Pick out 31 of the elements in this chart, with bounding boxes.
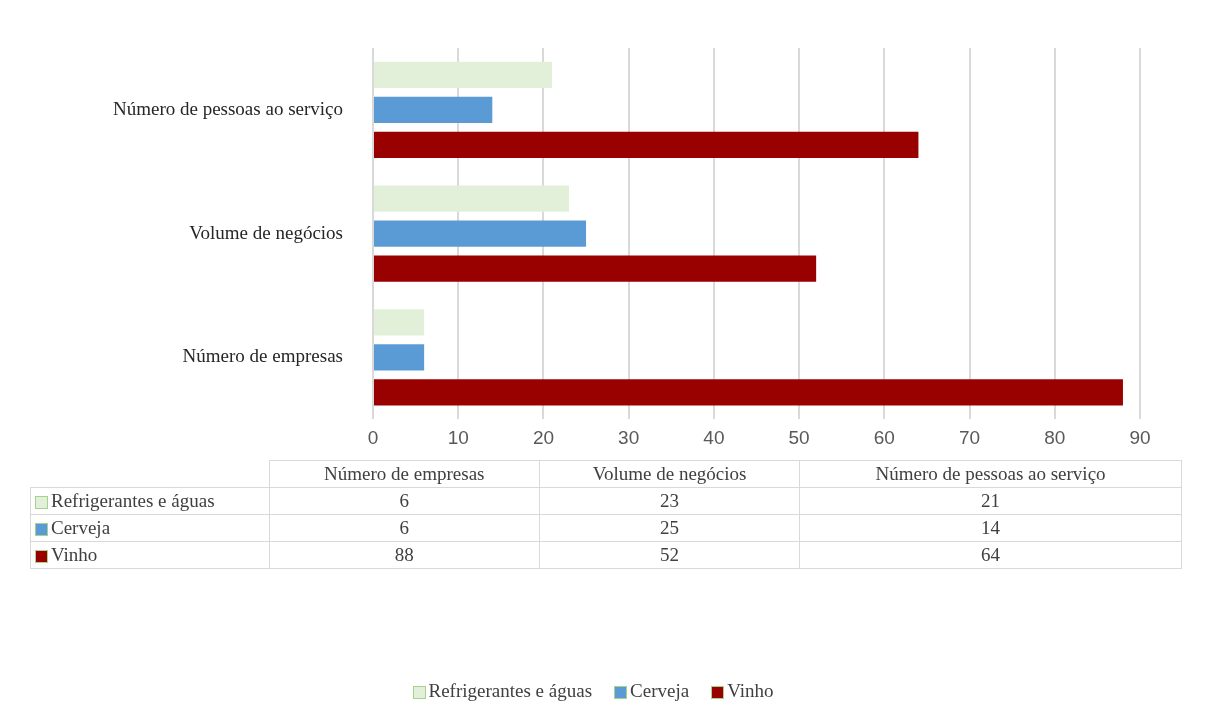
x-tick-label: 90 [1129, 426, 1151, 448]
x-tick-label: 20 [532, 426, 555, 448]
legend-label: Refrigerantes e águas [427, 680, 593, 701]
y-tick-label: Volume de negócios [189, 221, 343, 243]
data-label: 88 [269, 541, 540, 569]
legend-label: Refrigerantes e águas [30, 487, 269, 515]
data-label: 23 [539, 487, 800, 515]
category-label: Volume de negócios [539, 460, 800, 488]
category-label: Número de empresas [269, 460, 540, 488]
x-tick-label: 40 [703, 426, 725, 448]
legend-label: Vinho [726, 680, 774, 701]
data-label: 14 [799, 514, 1182, 542]
y-tick-label: Número de pessoas ao serviço [112, 97, 343, 119]
legend-label: Vinho [30, 541, 269, 569]
x-tick-label: 60 [873, 426, 895, 448]
data-label: 21 [799, 487, 1182, 515]
x-tick-label: 50 [788, 426, 810, 448]
data-label: 6 [269, 514, 540, 542]
x-tick-label: 80 [1044, 426, 1066, 448]
x-tick-label: 0 [367, 426, 379, 448]
legend-label: Cerveja [629, 680, 690, 701]
category-label: Número de pessoas ao serviço [799, 460, 1182, 488]
data-label: 25 [539, 514, 800, 542]
legend-label: Cerveja [30, 514, 269, 542]
data-label: 64 [799, 541, 1182, 569]
y-tick-label: Número de empresas [182, 345, 343, 367]
x-tick-label: 10 [447, 426, 469, 448]
data-label: 6 [269, 487, 540, 515]
data-label: 52 [539, 541, 800, 569]
x-tick-label: 30 [618, 426, 640, 448]
x-tick-label: 70 [958, 426, 981, 448]
